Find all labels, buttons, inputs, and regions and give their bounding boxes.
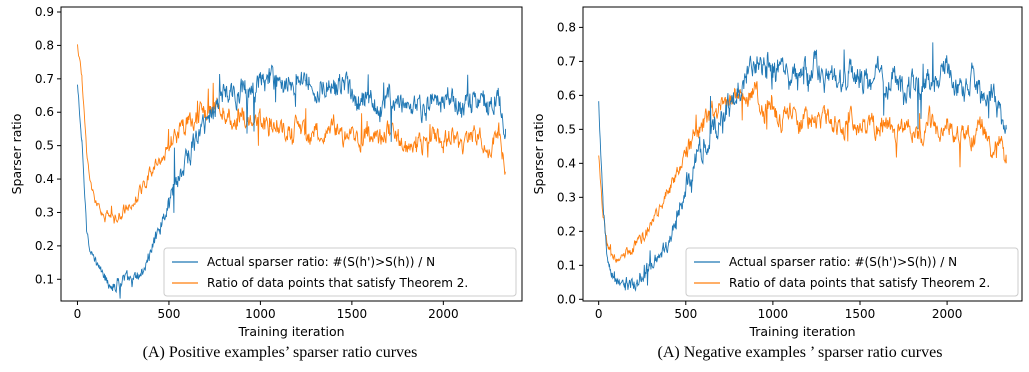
legend-label-actual: Actual sparser ratio: #(S(h')>S(h)) / N xyxy=(207,255,435,269)
series-line-theorem xyxy=(77,44,506,224)
x-tick-label: 2000 xyxy=(428,307,459,321)
y-tick-label: 0.3 xyxy=(557,190,576,204)
x-tick-label: 2000 xyxy=(932,307,963,321)
x-axis-label: Training iteration xyxy=(237,324,344,339)
y-tick-label: 0.7 xyxy=(557,54,576,68)
legend: Actual sparser ratio: #(S(h')>S(h)) / N R… xyxy=(685,247,1019,297)
legend-box xyxy=(685,247,1019,297)
y-tick-label: 0.5 xyxy=(557,122,576,136)
y-tick-label: 0.1 xyxy=(557,258,576,272)
x-tick-label: 500 xyxy=(157,307,180,321)
legend: Actual sparser ratio: #(S(h')>S(h)) / N R… xyxy=(163,247,517,297)
x-tick-label: 1000 xyxy=(758,307,789,321)
x-tick-label: 1000 xyxy=(245,307,276,321)
caption-right: (A) Negative examples ’ sparser ratio cu… xyxy=(657,344,943,361)
y-tick-label: 0.8 xyxy=(35,38,54,52)
y-tick-label: 0.4 xyxy=(557,156,576,170)
x-tick-label: 0 xyxy=(74,307,82,321)
axes-frame xyxy=(582,6,1023,302)
x-tick-label: 0 xyxy=(595,307,603,321)
y-tick-label: 0.9 xyxy=(35,5,54,19)
y-axis-label: Sparser ratio xyxy=(9,114,24,195)
y-tick-label: 0.2 xyxy=(557,224,576,238)
axes-frame xyxy=(60,6,523,302)
legend-label-theorem: Ratio of data points that satisfy Theore… xyxy=(207,276,468,290)
x-tick-label: 1500 xyxy=(845,307,876,321)
y-tick-label: 0.7 xyxy=(35,72,54,86)
legend-label-theorem: Ratio of data points that satisfy Theore… xyxy=(729,276,990,290)
series-line-actual xyxy=(598,42,1007,292)
legend-label-actual: Actual sparser ratio: #(S(h')>S(h)) / N xyxy=(729,255,957,269)
chart-left: 0 500 1000 1500 2000 0.1 0.2 0.3 0.4 0.5 0.6 0.7 0.8… xyxy=(9,5,523,339)
y-axis-label: Sparser ratio xyxy=(531,114,546,195)
y-tick-label: 0.8 xyxy=(557,20,576,34)
legend-box xyxy=(163,247,517,297)
y-tick-label: 0.0 xyxy=(557,292,576,306)
x-tick-label: 500 xyxy=(674,307,697,321)
y-tick-label: 0.4 xyxy=(35,172,54,186)
series-line-theorem xyxy=(598,81,1007,263)
y-tick-label: 0.6 xyxy=(35,105,54,119)
y-tick-label: 0.2 xyxy=(35,239,54,253)
y-tick-label: 0.1 xyxy=(35,272,54,286)
y-tick-label: 0.3 xyxy=(35,205,54,219)
x-tick-label: 1500 xyxy=(337,307,368,321)
y-tick-label: 0.5 xyxy=(35,139,54,153)
chart-right: 0 500 1000 1500 2000 0.0 0.1 0.2 0.3 0.4 0.5 0.6 0.7… xyxy=(531,6,1023,339)
caption-left: (A) Positive examples’ sparser ratio cur… xyxy=(142,344,418,361)
y-tick-label: 0.6 xyxy=(557,88,576,102)
x-axis-label: Training iteration xyxy=(748,324,855,339)
series-line-actual xyxy=(77,64,506,299)
